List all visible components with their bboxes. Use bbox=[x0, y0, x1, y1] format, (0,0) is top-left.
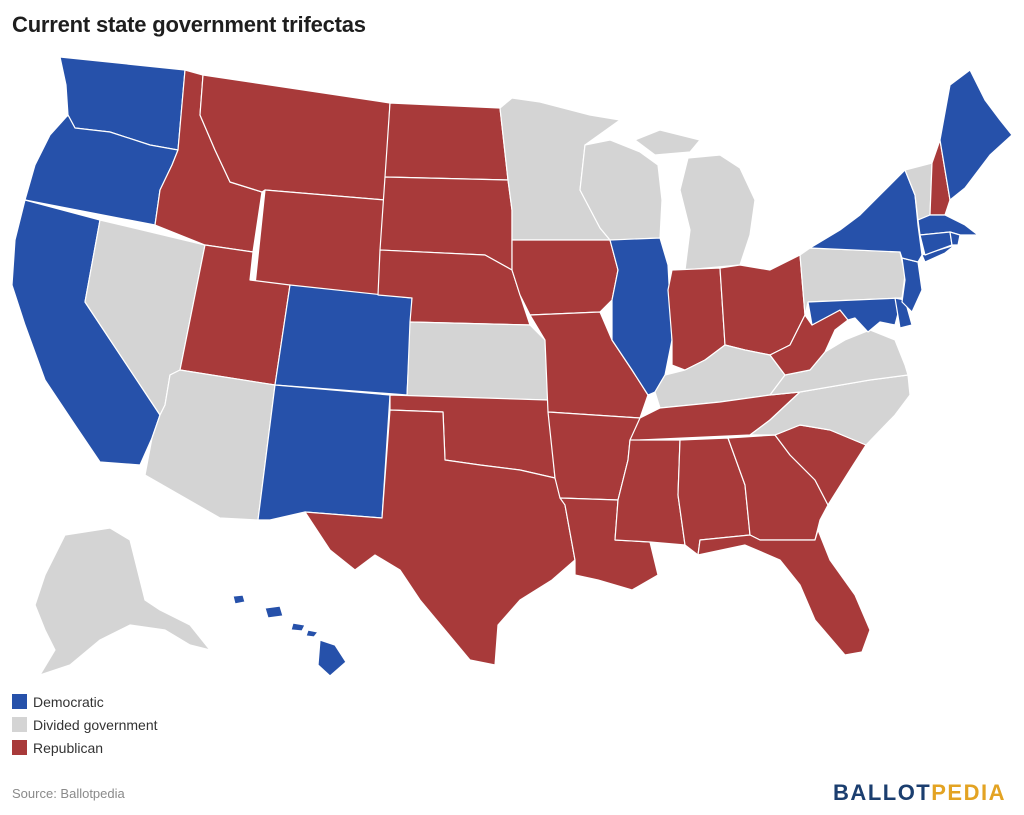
state-alaska[interactable] bbox=[34, 527, 211, 676]
state-new-hampshire[interactable] bbox=[929, 139, 951, 216]
logo-text-ballot: BALLOT bbox=[833, 780, 932, 805]
legend-swatch-democratic bbox=[12, 694, 27, 709]
state-new-jersey[interactable] bbox=[901, 257, 923, 313]
state-rhode-island[interactable] bbox=[949, 231, 961, 246]
legend-label-democratic: Democratic bbox=[33, 693, 104, 710]
legend-item-divided: Divided government bbox=[12, 713, 158, 736]
state-delaware[interactable] bbox=[894, 297, 913, 329]
state-florida[interactable] bbox=[697, 529, 871, 656]
state-michigan[interactable] bbox=[634, 129, 756, 271]
state-new-mexico[interactable] bbox=[257, 384, 391, 521]
legend-label-divided: Divided government bbox=[33, 716, 158, 733]
legend-label-republican: Republican bbox=[33, 739, 104, 756]
state-hawaii[interactable] bbox=[232, 594, 347, 677]
legend-swatch-divided bbox=[12, 717, 27, 732]
state-kansas[interactable] bbox=[406, 321, 549, 401]
state-north-dakota[interactable] bbox=[384, 102, 509, 181]
state-colorado[interactable] bbox=[274, 284, 413, 396]
source-note: Source: Ballotpedia bbox=[12, 786, 125, 801]
us-map-svg bbox=[11, 56, 1013, 677]
legend-swatch-republican bbox=[12, 740, 27, 755]
legend: Democratic Divided government Republican bbox=[12, 690, 158, 759]
us-map bbox=[0, 40, 1024, 690]
page-title: Current state government trifectas bbox=[12, 12, 366, 37]
state-illinois[interactable] bbox=[609, 237, 673, 396]
legend-item-democratic: Democratic bbox=[12, 690, 158, 713]
ballotpedia-logo: BALLOTPEDIA bbox=[833, 780, 1006, 806]
legend-item-republican: Republican bbox=[12, 736, 158, 759]
state-maine[interactable] bbox=[939, 69, 1013, 201]
state-texas[interactable] bbox=[304, 409, 576, 666]
state-iowa[interactable] bbox=[511, 239, 619, 316]
logo-text-pedia: PEDIA bbox=[931, 780, 1006, 805]
